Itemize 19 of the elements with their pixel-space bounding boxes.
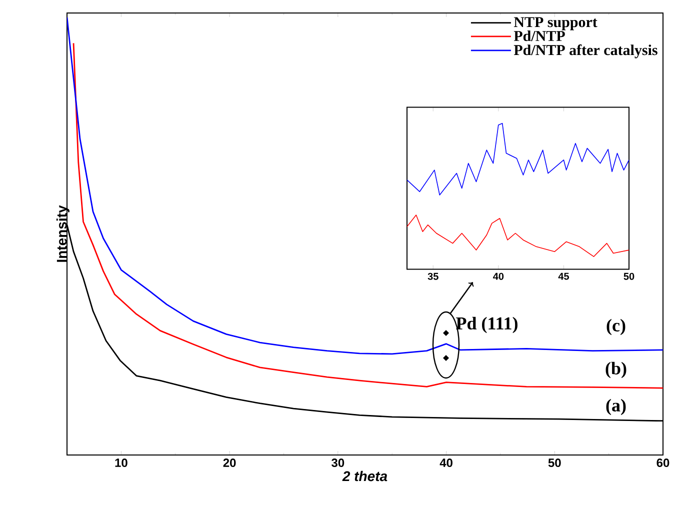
x-tick-label: 40 bbox=[493, 272, 504, 280]
annotation: (c) bbox=[606, 318, 626, 336]
x-tick-label: 35 bbox=[428, 272, 438, 280]
x-tick-label: 60 bbox=[656, 458, 670, 468]
annotation: (b) bbox=[606, 362, 626, 378]
legend-label: Pd/NTP after catalysis bbox=[514, 44, 658, 58]
x-tick-label: 45 bbox=[558, 272, 569, 280]
annotation: (a) bbox=[606, 398, 626, 416]
legend-label: Pd/NTP bbox=[514, 30, 565, 42]
x-tick-label: 50 bbox=[548, 458, 561, 468]
x-tick-label: 10 bbox=[115, 458, 128, 468]
x-tick-label: 20 bbox=[223, 458, 236, 468]
y-axis-title: Intensity bbox=[56, 205, 70, 262]
x-axis-title: 2 theta bbox=[342, 470, 388, 482]
x-tick-label: 50 bbox=[624, 272, 634, 280]
annotation: Pd (111) bbox=[456, 316, 518, 334]
x-tick-label: 40 bbox=[440, 458, 452, 468]
x-tick-label: 30 bbox=[332, 458, 344, 468]
legend-label: NTP support bbox=[514, 17, 598, 30]
